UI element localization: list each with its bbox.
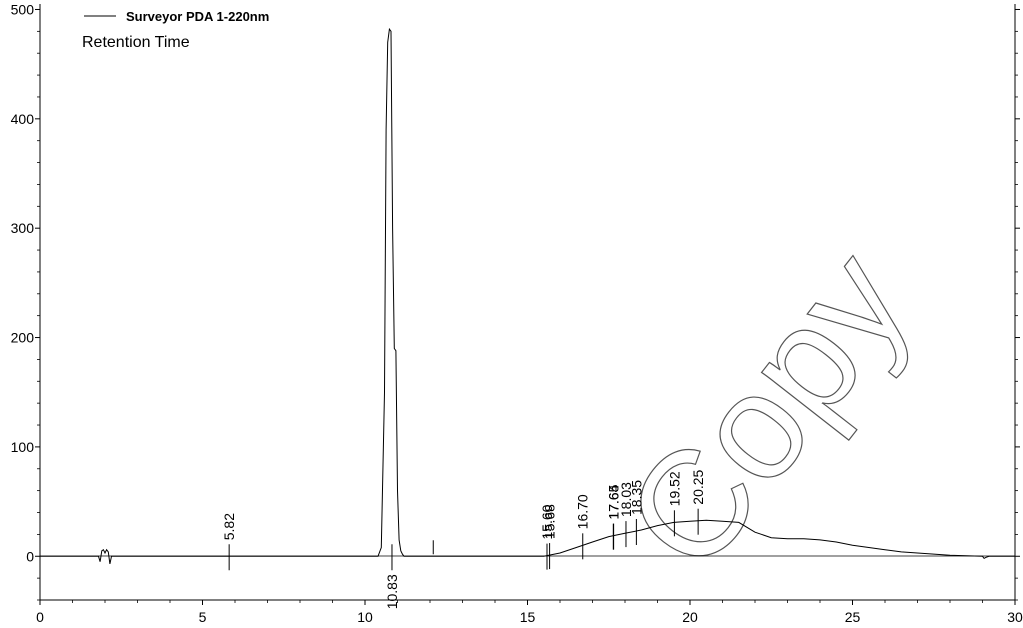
peak-label: 18.35	[628, 480, 644, 515]
peak-label: 16.70	[575, 494, 591, 529]
x-tick-label: 30	[1007, 609, 1023, 625]
y-tick-label: 100	[11, 439, 35, 455]
x-tick-label: 10	[357, 609, 373, 625]
x-tick-label: 5	[199, 609, 207, 625]
x-axis-ticks: 0 5 10 15 20 25 30	[36, 600, 1023, 625]
legend: Surveyor PDA 1-220nm Retention Time	[82, 9, 269, 51]
peak-label: 20.25	[690, 469, 706, 504]
peak-label: 18.03	[618, 482, 634, 517]
peak-label: 10.83	[384, 574, 400, 609]
y-tick-label: 200	[11, 330, 35, 346]
watermark-text: Copy	[593, 220, 941, 599]
y-axis-ticks: 0 100 200 300 400 500	[11, 1, 1020, 601]
series-layer	[40, 27, 1015, 565]
x-tick-label: 15	[520, 609, 536, 625]
y-tick-label: 400	[11, 111, 35, 127]
y-tick-label: 500	[11, 1, 35, 17]
x-tick-label: 25	[845, 609, 861, 625]
peak-label: 15.60	[539, 504, 555, 539]
peak-label: 15.68	[542, 504, 558, 539]
y-tick-label: 300	[11, 220, 35, 236]
peak-label: 17.65	[606, 484, 622, 519]
series-line	[40, 27, 1015, 565]
watermark: Copy	[592, 220, 941, 601]
legend-label: Surveyor PDA 1-220nm	[126, 9, 269, 24]
x-tick-label: 20	[682, 609, 698, 625]
chart-subtitle: Retention Time	[82, 34, 190, 51]
peak-label: 17.64	[605, 484, 621, 519]
x-tick-label: 0	[36, 609, 44, 625]
peak-label: 5.82	[221, 513, 237, 540]
y-tick-label: 0	[26, 548, 34, 564]
peak-label: 19.52	[666, 471, 682, 506]
